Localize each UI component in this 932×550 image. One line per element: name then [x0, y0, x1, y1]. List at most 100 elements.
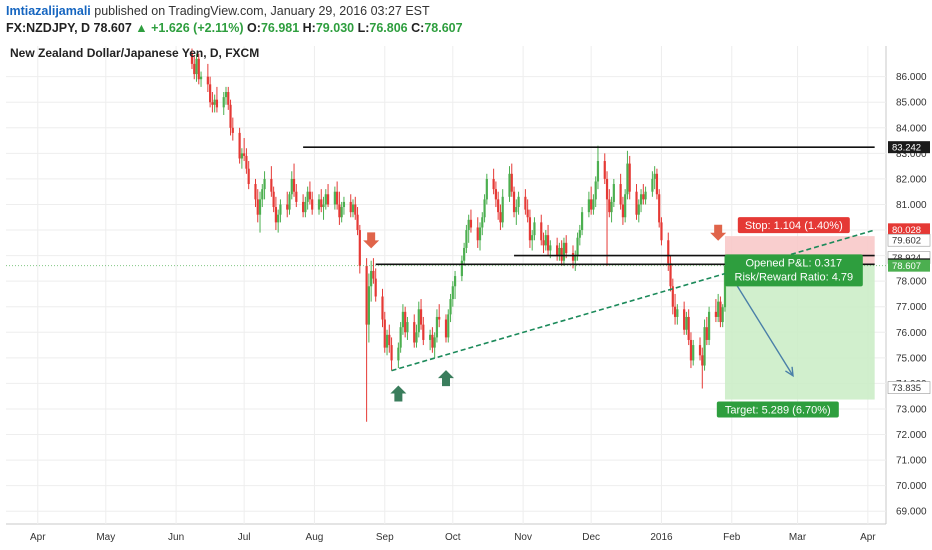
arrow-up-icon [390, 385, 407, 402]
candle-body [277, 214, 280, 223]
candle-body [701, 355, 704, 366]
candle-body [385, 334, 389, 348]
candle-body [542, 240, 545, 246]
y-tick-label: 76.000 [896, 328, 927, 339]
y-tick-label: 73.000 [896, 404, 927, 415]
price-tag-label: 73.835 [892, 383, 921, 394]
candle-body [354, 204, 357, 215]
candle-body [578, 230, 581, 238]
x-tick-label: Feb [723, 532, 741, 543]
candle-body [492, 178, 495, 190]
candle-body [483, 199, 486, 218]
candle-body [383, 319, 386, 348]
candle-body [447, 314, 450, 338]
candle-body [342, 201, 346, 208]
target-arrow-icon [785, 366, 794, 378]
candle-body [460, 260, 463, 277]
candle-body [689, 339, 693, 361]
candle-body [590, 199, 593, 210]
target-label-box [716, 401, 839, 418]
candle-body [719, 301, 722, 323]
candle-body [653, 173, 656, 179]
candle-body [533, 222, 536, 236]
time-axis[interactable]: Apr May Jun Jul Aug Sep Oct Nov Dec 2016 Feb Mar Apr [30, 532, 876, 543]
x-tick-label: Jul [238, 532, 251, 543]
candle-body [311, 199, 314, 210]
candle-body [510, 173, 513, 192]
candle-body [349, 201, 352, 213]
candle-body [467, 219, 470, 231]
candle-body [596, 161, 600, 182]
candle-body [478, 227, 482, 241]
candle-body [660, 222, 663, 241]
candle-body [628, 163, 631, 192]
candle-body [338, 204, 341, 218]
candle-body [667, 240, 670, 264]
candle-body [526, 209, 529, 218]
y-tick-label: 70.000 [896, 481, 927, 492]
candle-body [254, 184, 257, 200]
candle-body [306, 191, 309, 202]
candle-body [499, 212, 502, 223]
candle-body [698, 345, 702, 356]
candle-body [676, 309, 679, 317]
interval-label[interactable]: D [81, 21, 91, 35]
candle-body [703, 327, 706, 366]
candle-body [286, 204, 289, 210]
candle-body [576, 237, 579, 256]
y-tick-label: 77.000 [896, 302, 927, 313]
dashed-trendline [391, 229, 875, 372]
candle-body [224, 92, 228, 98]
candle-body [594, 181, 597, 200]
candle-body [199, 76, 203, 80]
stop-label: Stop: 1.104 (1.40%) [745, 220, 843, 232]
candle-body [190, 53, 194, 64]
candle-body [571, 253, 575, 261]
candle-body [721, 307, 724, 323]
candle-body [639, 194, 643, 205]
symbol-label[interactable]: FX:NZDJPY, [6, 21, 78, 35]
candle-body [469, 219, 473, 228]
candle-body [222, 97, 225, 108]
candle-body [438, 316, 441, 320]
price-tag-label: 83.242 [892, 143, 921, 154]
candle-body [517, 196, 520, 208]
candle-body [501, 196, 504, 223]
candle-body [608, 199, 611, 213]
candle-body [413, 322, 416, 343]
candle-body [206, 76, 209, 85]
candle-body [326, 194, 330, 205]
x-tick-label: May [96, 532, 115, 543]
high-label: H: [302, 21, 316, 35]
candle-body [374, 278, 377, 297]
x-tick-label: 2016 [650, 532, 673, 543]
candle-body [322, 204, 325, 208]
open-label: O: [247, 21, 261, 35]
candle-body [580, 212, 584, 231]
candle-body [671, 286, 674, 307]
chart-title: New Zealand Dollar/Japanese Yen, D, FXCM [10, 46, 259, 60]
candle-body [531, 235, 534, 241]
candle-body [193, 63, 196, 75]
candle-body [195, 58, 198, 75]
candle-body [261, 189, 264, 200]
candle-body [556, 245, 559, 256]
author-name[interactable]: Imtiazalijamali [6, 4, 91, 18]
open-value: 76.981 [260, 21, 300, 35]
candle-body [320, 199, 323, 208]
price-axis[interactable]: 69.00070.00071.00072.00073.00074.00075.0… [887, 72, 931, 518]
x-tick-label: Aug [306, 532, 324, 543]
candle-body [528, 217, 532, 241]
price-tag-label: 80.028 [892, 225, 921, 236]
pnl-label: Opened P&L: 0.317 [745, 257, 842, 269]
price-tag-box [888, 259, 930, 272]
y-tick-label: 75.000 [896, 353, 927, 364]
arrow-up-icon [438, 370, 454, 387]
candle-body [610, 201, 613, 213]
candle-body [451, 286, 454, 300]
candle-body [621, 204, 625, 218]
candle-body [272, 191, 275, 208]
price-tag-label: 79.602 [892, 236, 921, 247]
x-tick-label: Oct [445, 532, 461, 543]
